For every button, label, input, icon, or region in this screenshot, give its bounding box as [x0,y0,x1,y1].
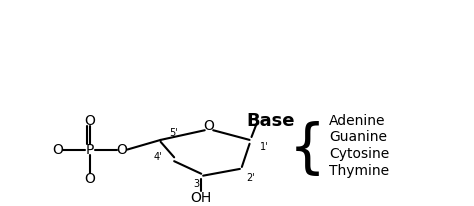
Text: O: O [85,114,95,128]
Text: Thymine: Thymine [329,164,389,178]
Text: Adenine: Adenine [329,114,385,128]
Text: O: O [117,143,128,157]
Text: 1': 1' [260,142,269,152]
Text: 5': 5' [169,128,178,138]
Text: Guanine: Guanine [329,130,387,144]
Text: Base: Base [246,112,295,130]
Text: 3': 3' [193,179,201,189]
Text: Cytosine: Cytosine [329,147,389,162]
Text: P: P [86,143,94,157]
Text: O: O [85,172,95,186]
Text: 4': 4' [154,152,163,162]
Text: OH: OH [191,191,212,205]
Text: O: O [203,119,214,133]
Text: O: O [53,143,64,157]
Text: {: { [289,121,326,178]
Text: 2': 2' [246,173,255,183]
